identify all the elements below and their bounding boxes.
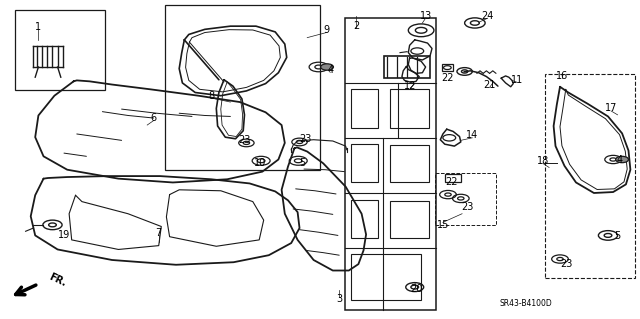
Text: 1: 1 [35, 22, 42, 32]
Text: 21: 21 [483, 80, 496, 91]
Text: 22: 22 [442, 73, 454, 83]
Bar [384, 56, 430, 78]
Bar [165, 5, 320, 170]
Bar [345, 18, 436, 310]
Bar [435, 173, 496, 225]
Circle shape [616, 156, 628, 163]
Text: FR.: FR. [47, 272, 68, 288]
Text: 2: 2 [353, 20, 360, 31]
Bar [351, 144, 378, 182]
Text: 23: 23 [560, 259, 573, 269]
Bar [445, 174, 461, 182]
Bar [390, 201, 429, 238]
Text: 15: 15 [436, 220, 449, 230]
Text: 13: 13 [419, 11, 432, 21]
Text: 22: 22 [445, 177, 458, 187]
Text: 19: 19 [58, 230, 70, 241]
Bar [545, 74, 635, 278]
Bar [15, 10, 105, 90]
Text: 8: 8 [208, 91, 214, 101]
Text: 14: 14 [466, 130, 479, 140]
Text: 23: 23 [300, 134, 312, 144]
Text: 4: 4 [616, 155, 623, 165]
Text: 23: 23 [238, 135, 251, 145]
Text: 7: 7 [156, 228, 162, 238]
Text: 18: 18 [536, 156, 549, 166]
Bar [351, 200, 378, 238]
Text: 12: 12 [404, 81, 417, 91]
Text: 24: 24 [481, 11, 494, 21]
Text: 11: 11 [511, 75, 524, 85]
Text: 3: 3 [336, 294, 342, 304]
Text: 10: 10 [254, 158, 267, 168]
Text: 5: 5 [614, 231, 621, 241]
Text: 9: 9 [323, 25, 330, 35]
Text: SR43-B4100D: SR43-B4100D [500, 299, 552, 308]
Bar [351, 254, 421, 300]
Bar [390, 89, 429, 128]
Bar [442, 64, 453, 71]
Text: 4: 4 [327, 65, 333, 75]
Circle shape [321, 64, 333, 70]
Text: 6: 6 [150, 113, 157, 123]
Text: 23: 23 [461, 202, 474, 212]
Text: 20: 20 [410, 284, 422, 294]
Text: 5: 5 [299, 158, 305, 168]
Text: 17: 17 [605, 103, 618, 114]
Bar [390, 145, 429, 182]
Bar [351, 89, 378, 128]
Text: 16: 16 [556, 71, 568, 81]
